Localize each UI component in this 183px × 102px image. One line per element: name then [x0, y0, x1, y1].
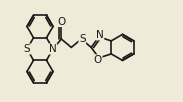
Text: O: O: [57, 17, 66, 27]
Text: S: S: [24, 44, 30, 54]
Text: N: N: [96, 30, 104, 40]
Text: O: O: [94, 55, 102, 65]
Text: S: S: [79, 34, 86, 44]
Text: N: N: [49, 44, 57, 54]
